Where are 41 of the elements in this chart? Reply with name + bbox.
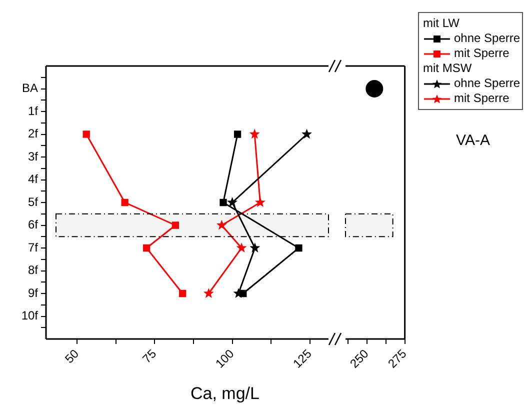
point: [203, 288, 214, 298]
y-tick-label: 2f: [28, 126, 39, 141]
point: [234, 130, 242, 138]
point: [249, 128, 260, 139]
y-tick-label: 3f: [28, 149, 39, 164]
point: [143, 244, 150, 252]
y-tick-label: 10f: [21, 308, 39, 323]
y-tick-label: 6f: [28, 218, 39, 232]
text: mit MSW: [423, 61, 473, 76]
point: [82, 130, 90, 138]
y-tick-label: 4f: [28, 172, 39, 186]
x-tick-label: 100: [212, 346, 237, 371]
x-tick-label: 250: [347, 346, 372, 371]
y-tick-label: 8f: [28, 263, 39, 278]
legend-label: mit Sperre: [454, 91, 510, 105]
point: [121, 198, 128, 206]
x-tick-label: 275: [385, 346, 410, 371]
point: [302, 128, 312, 139]
point: [236, 242, 247, 252]
y-tick-label: BA: [22, 81, 38, 96]
x-tick-label: 75: [140, 346, 160, 366]
point: [227, 197, 238, 207]
text: mit LW: [423, 16, 460, 31]
point: [295, 244, 302, 252]
point: [172, 222, 180, 229]
point: [216, 220, 227, 230]
legend-label: mit Sperre: [454, 46, 510, 60]
point: [179, 290, 186, 298]
legend-label: ohne Sperre: [454, 31, 520, 45]
x-axis-title: Ca, mg/L: [190, 384, 260, 404]
legend-label: ohne Sperre: [454, 76, 520, 90]
y-tick-label: 5f: [28, 194, 39, 209]
y-tick-label: 9f: [28, 286, 39, 300]
point: [250, 242, 260, 252]
point: [220, 198, 227, 206]
x-tick-label: 125: [290, 346, 315, 371]
point: [254, 197, 266, 207]
y-tick-label: 7f: [28, 240, 39, 254]
y-tick-label: 1f: [28, 104, 39, 118]
text: VA-A: [455, 132, 491, 149]
x-tick-label: 50: [62, 346, 82, 366]
